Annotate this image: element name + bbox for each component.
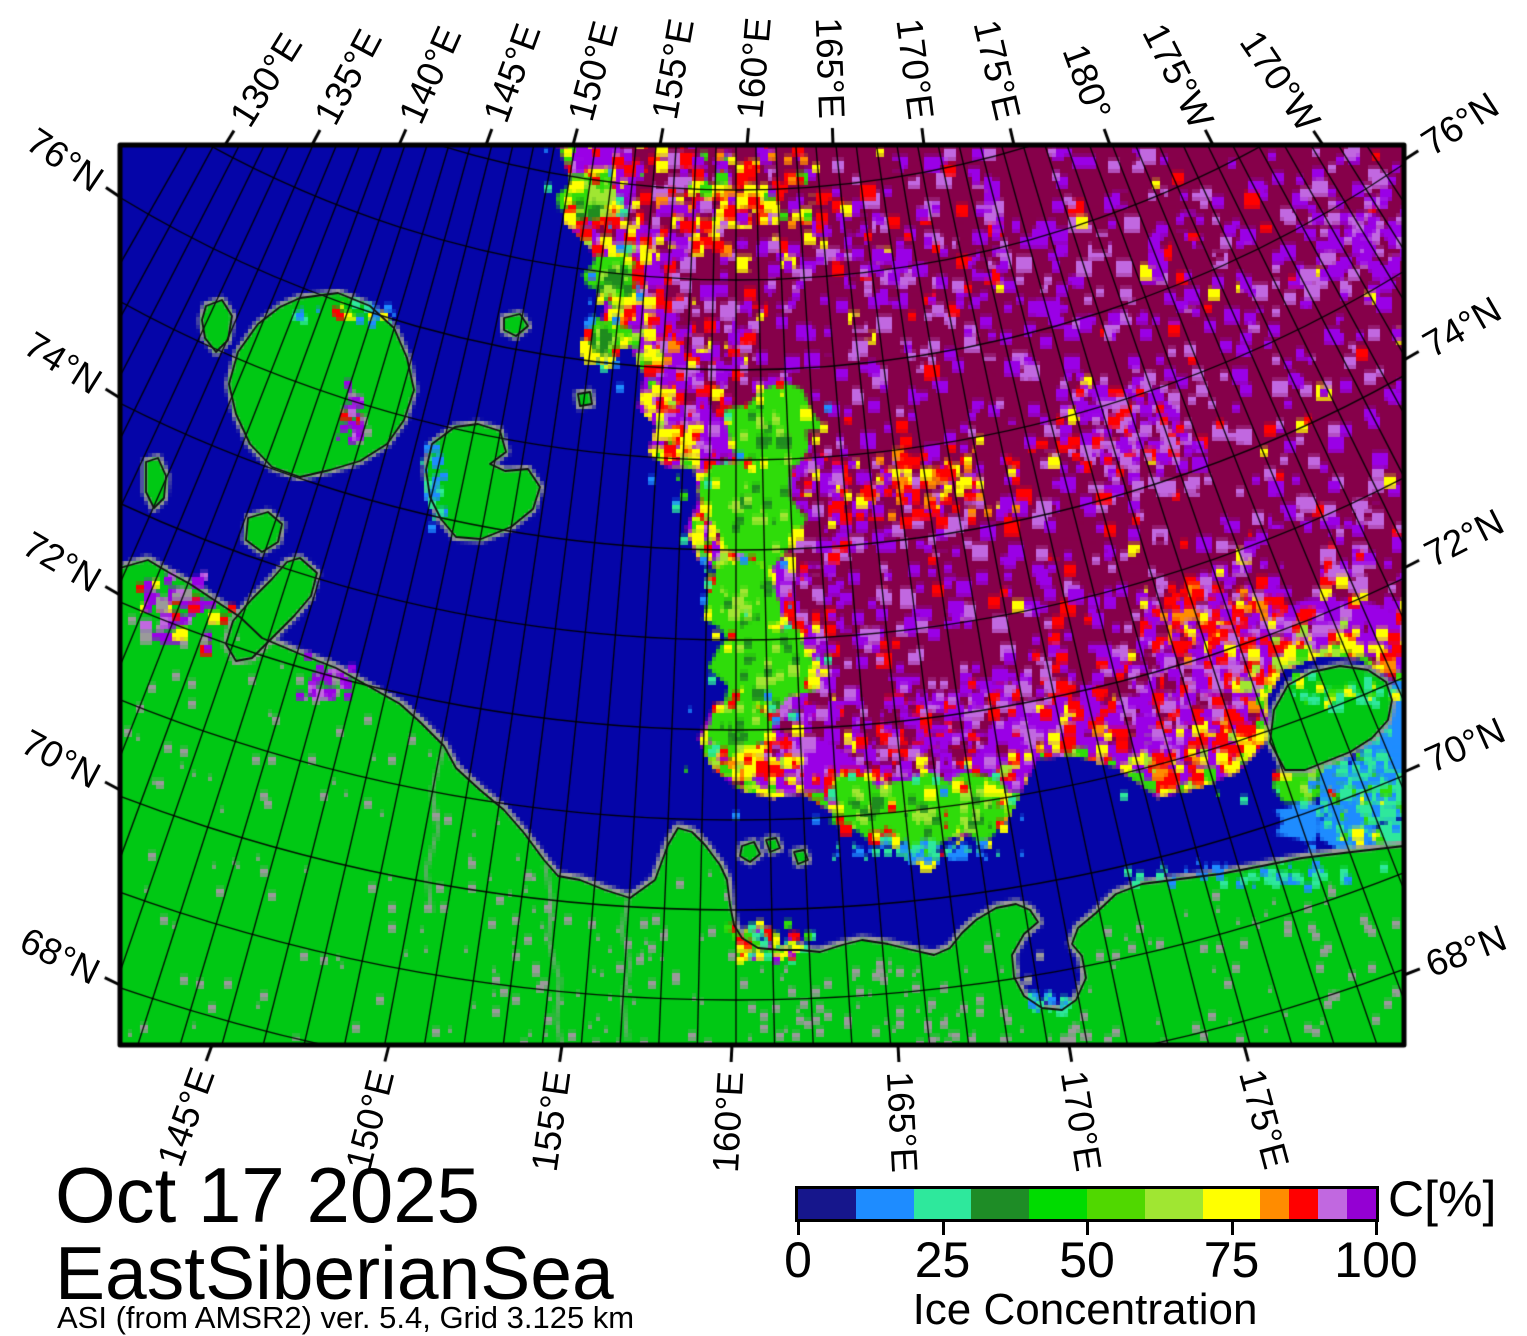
colorbar-tick-50 [1086,1219,1089,1235]
colorbar-segment-40-50 [1029,1189,1087,1219]
colorbar-title: C[%] [1388,1171,1497,1227]
colorbar-tick-0 [797,1219,800,1235]
colorbar-caption: Ice Concentration [912,1285,1258,1334]
colorbar-segment-30-40 [971,1189,1030,1219]
source-line: ASI (from AMSR2) ver. 5.4, Grid 3.125 km [57,1300,635,1335]
colorbar-tick-label-100: 100 [1334,1232,1418,1288]
colorbar-segment-70-80 [1202,1189,1261,1219]
colorbar-tick-25 [941,1219,945,1235]
colorbar-tick-100 [1375,1219,1378,1235]
colorbar-tick-label-0: 0 [784,1232,812,1288]
axis-label-bottom-160°E: 160°E [704,1070,752,1174]
colorbar-tick-label-25: 25 [914,1232,971,1288]
colorbar-segment-85-90 [1289,1189,1319,1219]
colorbar-tick-75 [1230,1219,1234,1235]
colorbar-segment-20-30 [913,1189,972,1219]
date-title: Oct 17 2025 [55,1151,480,1239]
colorbar-segment-50-60 [1086,1189,1145,1219]
colorbar-segment-10-20 [855,1189,914,1219]
colorbar-tick-label-50: 50 [1059,1232,1115,1288]
axis-label-bottom-165°E: 165°E [878,1070,926,1174]
region-title: EastSiberianSea [55,1231,614,1315]
colorbar-segment-0-10 [798,1189,856,1219]
colorbar-segment-80-85 [1260,1189,1290,1219]
colorbar-segment-90-95 [1318,1189,1348,1219]
axis-label-top-165°E: 165°E [808,16,853,120]
axis-label-top-160°E: 160°E [728,16,779,121]
colorbar-segment-95-100 [1347,1189,1376,1219]
colorbar [795,1186,1379,1222]
colorbar-tick-label-75: 75 [1203,1232,1260,1288]
colorbar-segment-60-70 [1144,1189,1203,1219]
